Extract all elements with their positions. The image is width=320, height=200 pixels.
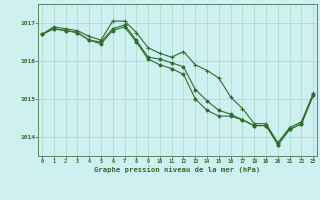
X-axis label: Graphe pression niveau de la mer (hPa): Graphe pression niveau de la mer (hPa)	[94, 166, 261, 173]
